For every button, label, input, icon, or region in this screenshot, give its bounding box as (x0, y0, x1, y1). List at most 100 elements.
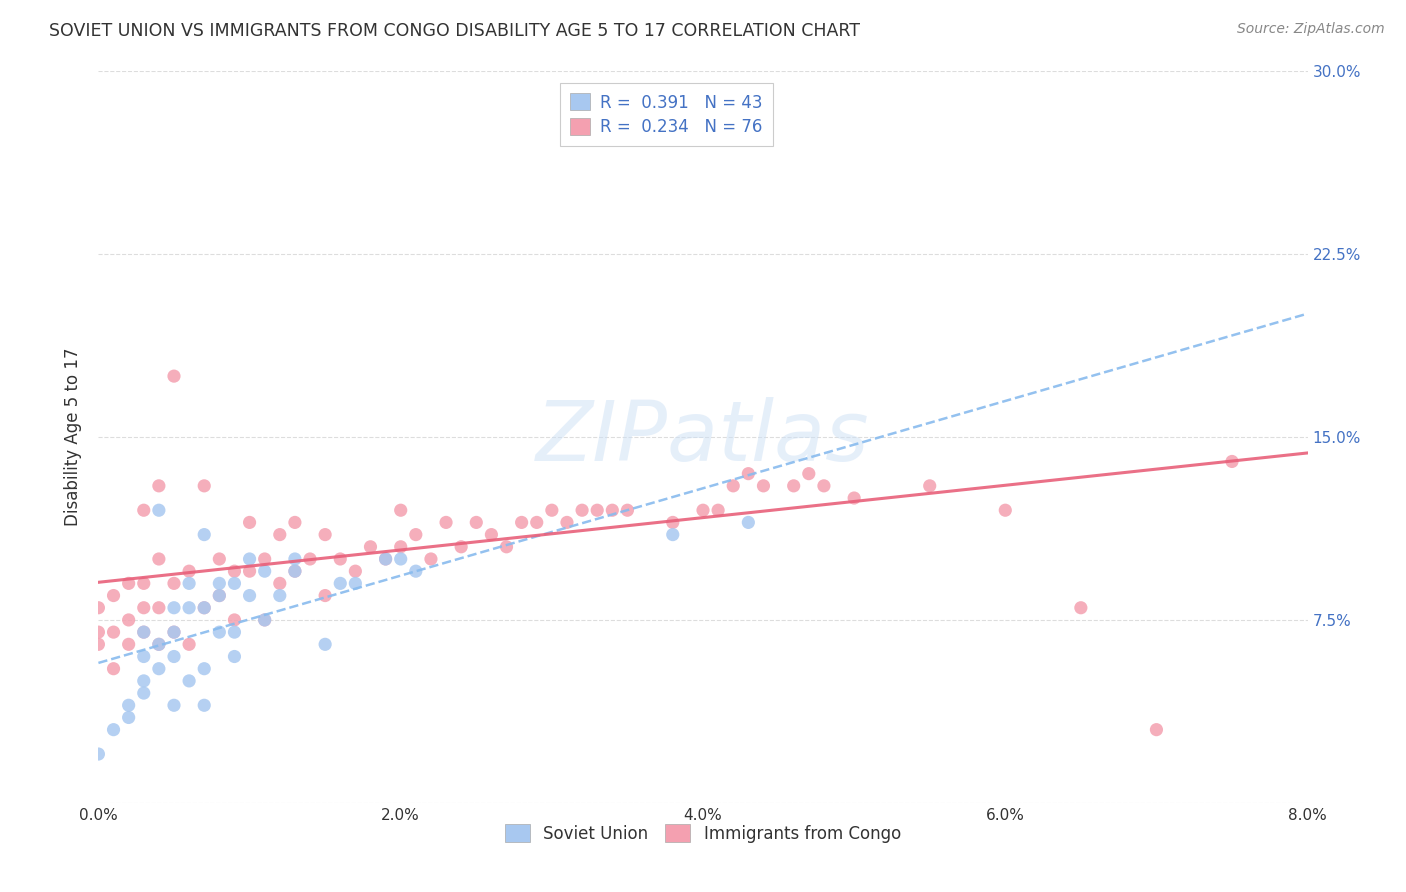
Point (224, 625, 246, 640)
Point (374, 552, 396, 566)
Point (1070, 600, 1092, 615)
Point (284, 564, 307, 578)
Point (239, 564, 262, 578)
Point (193, 698, 215, 713)
Point (148, 637, 170, 651)
Point (374, 552, 396, 566)
Point (163, 625, 186, 640)
Point (360, 540, 382, 554)
Point (389, 540, 412, 554)
Point (163, 600, 186, 615)
Point (193, 479, 215, 493)
Point (208, 552, 231, 566)
Point (132, 600, 155, 615)
Point (481, 527, 503, 541)
Point (450, 540, 472, 554)
Point (179, 600, 201, 615)
Point (586, 503, 609, 517)
Point (540, 503, 562, 517)
Point (918, 479, 941, 493)
Point (253, 613, 276, 627)
Point (269, 527, 291, 541)
Point (389, 503, 412, 517)
Point (602, 503, 624, 517)
Point (510, 516, 533, 530)
Point (329, 552, 352, 566)
Point (87, 600, 110, 615)
Point (1146, 723, 1168, 737)
Point (103, 723, 125, 737)
Point (208, 589, 231, 603)
Point (495, 540, 517, 554)
Point (118, 637, 141, 651)
Point (1220, 454, 1243, 468)
Point (571, 503, 593, 517)
Point (616, 503, 638, 517)
Point (752, 479, 775, 493)
Point (224, 649, 246, 664)
Text: Source: ZipAtlas.com: Source: ZipAtlas.com (1237, 22, 1385, 37)
Point (132, 625, 155, 640)
Point (103, 589, 125, 603)
Point (208, 625, 231, 640)
Point (707, 503, 730, 517)
Point (284, 552, 307, 566)
Point (132, 686, 155, 700)
Point (132, 649, 155, 664)
Point (118, 698, 141, 713)
Point (329, 576, 352, 591)
Point (405, 527, 427, 541)
Point (284, 516, 307, 530)
Point (239, 589, 262, 603)
Point (783, 479, 806, 493)
Point (148, 552, 170, 566)
Point (118, 576, 141, 591)
Point (526, 516, 548, 530)
Point (434, 516, 457, 530)
Legend: Soviet Union, Immigrants from Congo: Soviet Union, Immigrants from Congo (499, 818, 907, 849)
Point (132, 576, 155, 591)
Point (555, 516, 578, 530)
Point (179, 576, 201, 591)
Point (87, 625, 110, 640)
Point (87, 637, 110, 651)
Point (344, 564, 367, 578)
Point (239, 552, 262, 566)
Point (148, 600, 170, 615)
Point (344, 576, 367, 591)
Point (692, 503, 714, 517)
Point (208, 589, 231, 603)
Point (193, 662, 215, 676)
Point (224, 576, 246, 591)
Point (87, 747, 110, 761)
Point (103, 625, 125, 640)
Point (148, 637, 170, 651)
Point (148, 479, 170, 493)
Point (148, 662, 170, 676)
Point (239, 516, 262, 530)
Point (299, 552, 322, 566)
Point (797, 467, 820, 481)
Point (813, 479, 835, 493)
Point (103, 662, 125, 676)
Point (179, 564, 201, 578)
Point (118, 710, 141, 724)
Point (284, 564, 307, 578)
Point (737, 467, 759, 481)
Point (314, 589, 336, 603)
Y-axis label: Disability Age 5 to 17: Disability Age 5 to 17 (65, 348, 83, 526)
Point (631, 113, 654, 128)
Point (148, 503, 170, 517)
Point (193, 600, 215, 615)
Point (179, 673, 201, 688)
Point (314, 527, 336, 541)
Point (389, 552, 412, 566)
Point (179, 637, 201, 651)
Point (224, 613, 246, 627)
Point (163, 625, 186, 640)
Point (163, 698, 186, 713)
Point (224, 564, 246, 578)
Text: ZIPatlas: ZIPatlas (536, 397, 870, 477)
Point (132, 503, 155, 517)
Point (253, 564, 276, 578)
